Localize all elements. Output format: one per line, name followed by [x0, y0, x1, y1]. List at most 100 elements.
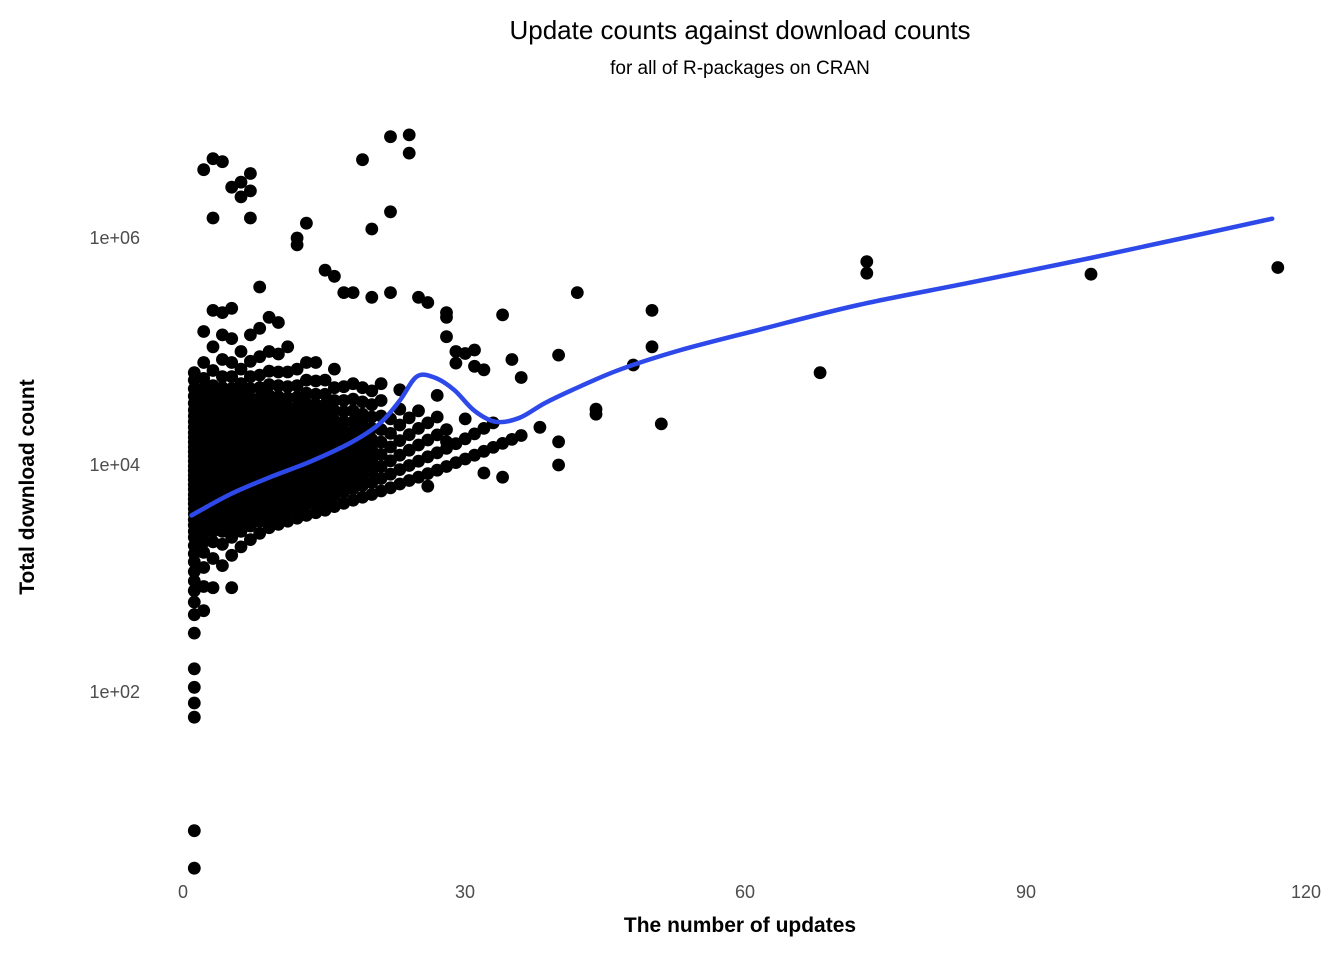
data-point	[197, 604, 211, 618]
data-point	[496, 308, 509, 322]
data-point	[440, 423, 453, 436]
data-point	[645, 304, 659, 317]
scatter-points	[187, 128, 1285, 875]
data-point	[216, 559, 229, 572]
chart-title: Update counts against download counts	[509, 15, 971, 45]
data-point	[300, 386, 313, 400]
data-point	[262, 364, 276, 378]
data-point	[393, 418, 407, 432]
data-point	[281, 340, 295, 354]
data-point	[187, 574, 201, 588]
data-point	[412, 422, 425, 435]
data-point	[216, 381, 229, 395]
data-point	[468, 343, 481, 357]
data-point	[402, 428, 416, 442]
data-point	[384, 286, 397, 299]
y-tick-label-1e02: 1e+02	[89, 682, 140, 702]
data-point	[318, 387, 332, 401]
data-point	[477, 466, 491, 480]
data-point	[234, 540, 248, 554]
data-point	[430, 428, 444, 442]
data-point	[244, 382, 257, 396]
data-point	[187, 595, 201, 609]
data-point	[365, 410, 379, 424]
data-point	[552, 348, 565, 362]
data-point	[253, 350, 267, 364]
data-point	[244, 392, 257, 405]
data-point	[384, 454, 397, 468]
data-point	[272, 347, 285, 361]
data-point	[1084, 267, 1098, 281]
data-point	[234, 345, 248, 358]
data-point	[234, 175, 248, 189]
x-tick-label-120: 120	[1290, 882, 1322, 902]
data-point	[234, 362, 248, 376]
data-point	[300, 216, 313, 230]
data-point	[216, 537, 229, 551]
data-point	[1271, 261, 1285, 274]
data-point	[570, 286, 584, 299]
data-point	[449, 356, 463, 370]
data-point	[328, 269, 341, 283]
data-point	[197, 372, 211, 385]
data-point	[412, 290, 425, 304]
data-point	[393, 434, 407, 447]
data-point	[365, 454, 379, 468]
data-point	[309, 356, 323, 369]
data-point	[430, 389, 444, 402]
data-point	[187, 626, 201, 640]
data-point	[374, 435, 388, 449]
data-point	[206, 211, 220, 225]
data-point	[197, 561, 211, 574]
data-point	[514, 429, 528, 442]
x-axis-title: The number of updates	[623, 914, 857, 937]
data-point	[365, 290, 379, 304]
y-tick-label-1e06: 1e+06	[89, 228, 140, 248]
data-point	[430, 410, 444, 424]
data-point	[421, 433, 435, 447]
data-point	[402, 146, 416, 160]
data-point	[860, 255, 874, 268]
x-tick-label-60: 60	[734, 882, 756, 902]
data-point	[244, 328, 257, 342]
data-point	[552, 435, 565, 449]
smooth-layer	[189, 216, 1275, 518]
data-point	[440, 306, 453, 319]
data-point	[197, 163, 211, 177]
data-point	[374, 377, 388, 391]
data-point	[187, 824, 201, 838]
data-point	[309, 374, 323, 388]
data-point	[402, 128, 416, 142]
data-point	[384, 427, 397, 440]
chart-subtitle: for all of R-packages on CRAN	[610, 58, 870, 79]
data-point	[505, 353, 519, 366]
data-point	[244, 211, 257, 225]
data-point	[244, 533, 257, 546]
data-point	[365, 222, 379, 236]
x-tick-label-90: 90	[1015, 882, 1037, 902]
data-point	[365, 384, 379, 398]
data-point	[458, 412, 472, 426]
data-point	[328, 394, 341, 407]
data-point	[216, 155, 229, 169]
data-point	[272, 365, 285, 379]
data-point	[374, 448, 388, 461]
data-point	[300, 406, 313, 419]
data-point	[206, 581, 220, 595]
data-point	[300, 356, 313, 369]
data-point	[187, 710, 201, 724]
data-point	[318, 373, 332, 387]
data-point	[225, 548, 239, 562]
data-point	[234, 190, 248, 204]
data-point	[589, 402, 603, 416]
smooth-trend-line	[189, 216, 1275, 518]
y-tick-label-1e04: 1e+04	[89, 455, 140, 475]
data-point	[374, 394, 388, 407]
data-point	[309, 387, 323, 401]
data-point	[328, 381, 341, 395]
data-point	[309, 398, 323, 412]
data-point	[337, 286, 351, 299]
data-point	[813, 366, 827, 380]
